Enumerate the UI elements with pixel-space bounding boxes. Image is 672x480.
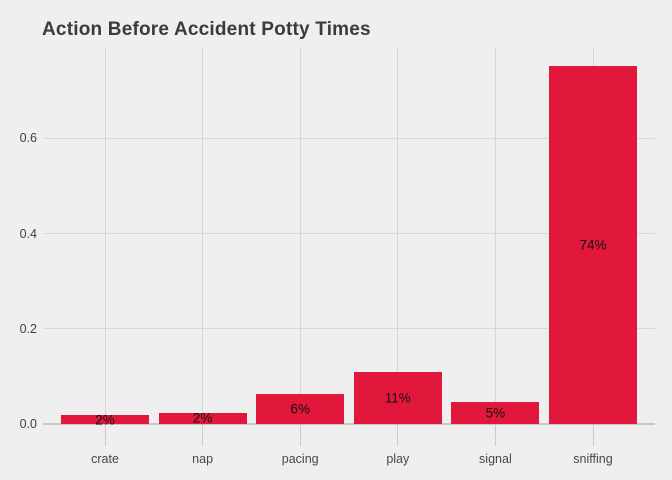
bar-nap [158,412,247,424]
bar-value-label-crate: 2% [95,412,115,428]
y-tick-label: 0.2 [19,321,37,336]
x-tick-label-play: play [386,452,410,466]
x-tick [592,424,594,446]
bar-value-label-pacing: 6% [290,401,310,417]
bar-value-label-play: 11% [384,390,411,406]
bar-sniffing [549,66,637,424]
x-axis-line [43,423,655,425]
gridline-x [202,48,204,424]
gridline-y [43,328,655,330]
x-tick [202,424,204,446]
bar-value-label-sniffing: 74% [579,237,607,253]
bar-signal [451,401,540,424]
x-tick-label-sniffing: sniffing [573,452,613,466]
x-tick [299,424,301,446]
gridline-x [494,48,496,424]
gridline-x [104,48,106,424]
chart-title: Action Before Accident Potty Times [42,19,371,40]
bar-value-label-signal: 5% [485,405,506,421]
x-tick-label-crate: crate [91,452,119,466]
y-tick-label: 0.6 [19,131,37,146]
x-tick [104,424,106,446]
gridline-y [43,233,655,235]
bar-pacing [256,394,345,424]
bar-play [353,371,442,424]
x-tick [397,424,399,446]
gridline-y [43,137,655,139]
y-tick-label: 0.4 [19,226,37,241]
x-tick-label-pacing: pacing [281,452,319,466]
x-tick [494,424,496,446]
x-tick-label-signal: signal [479,452,512,466]
bar-value-label-nap: 2% [192,410,213,426]
x-tick-label-nap: nap [192,452,214,466]
gridline-x [299,48,301,424]
gridline-x [397,48,399,424]
bar-crate [61,415,149,424]
y-tick-label: 0.0 [19,417,37,431]
